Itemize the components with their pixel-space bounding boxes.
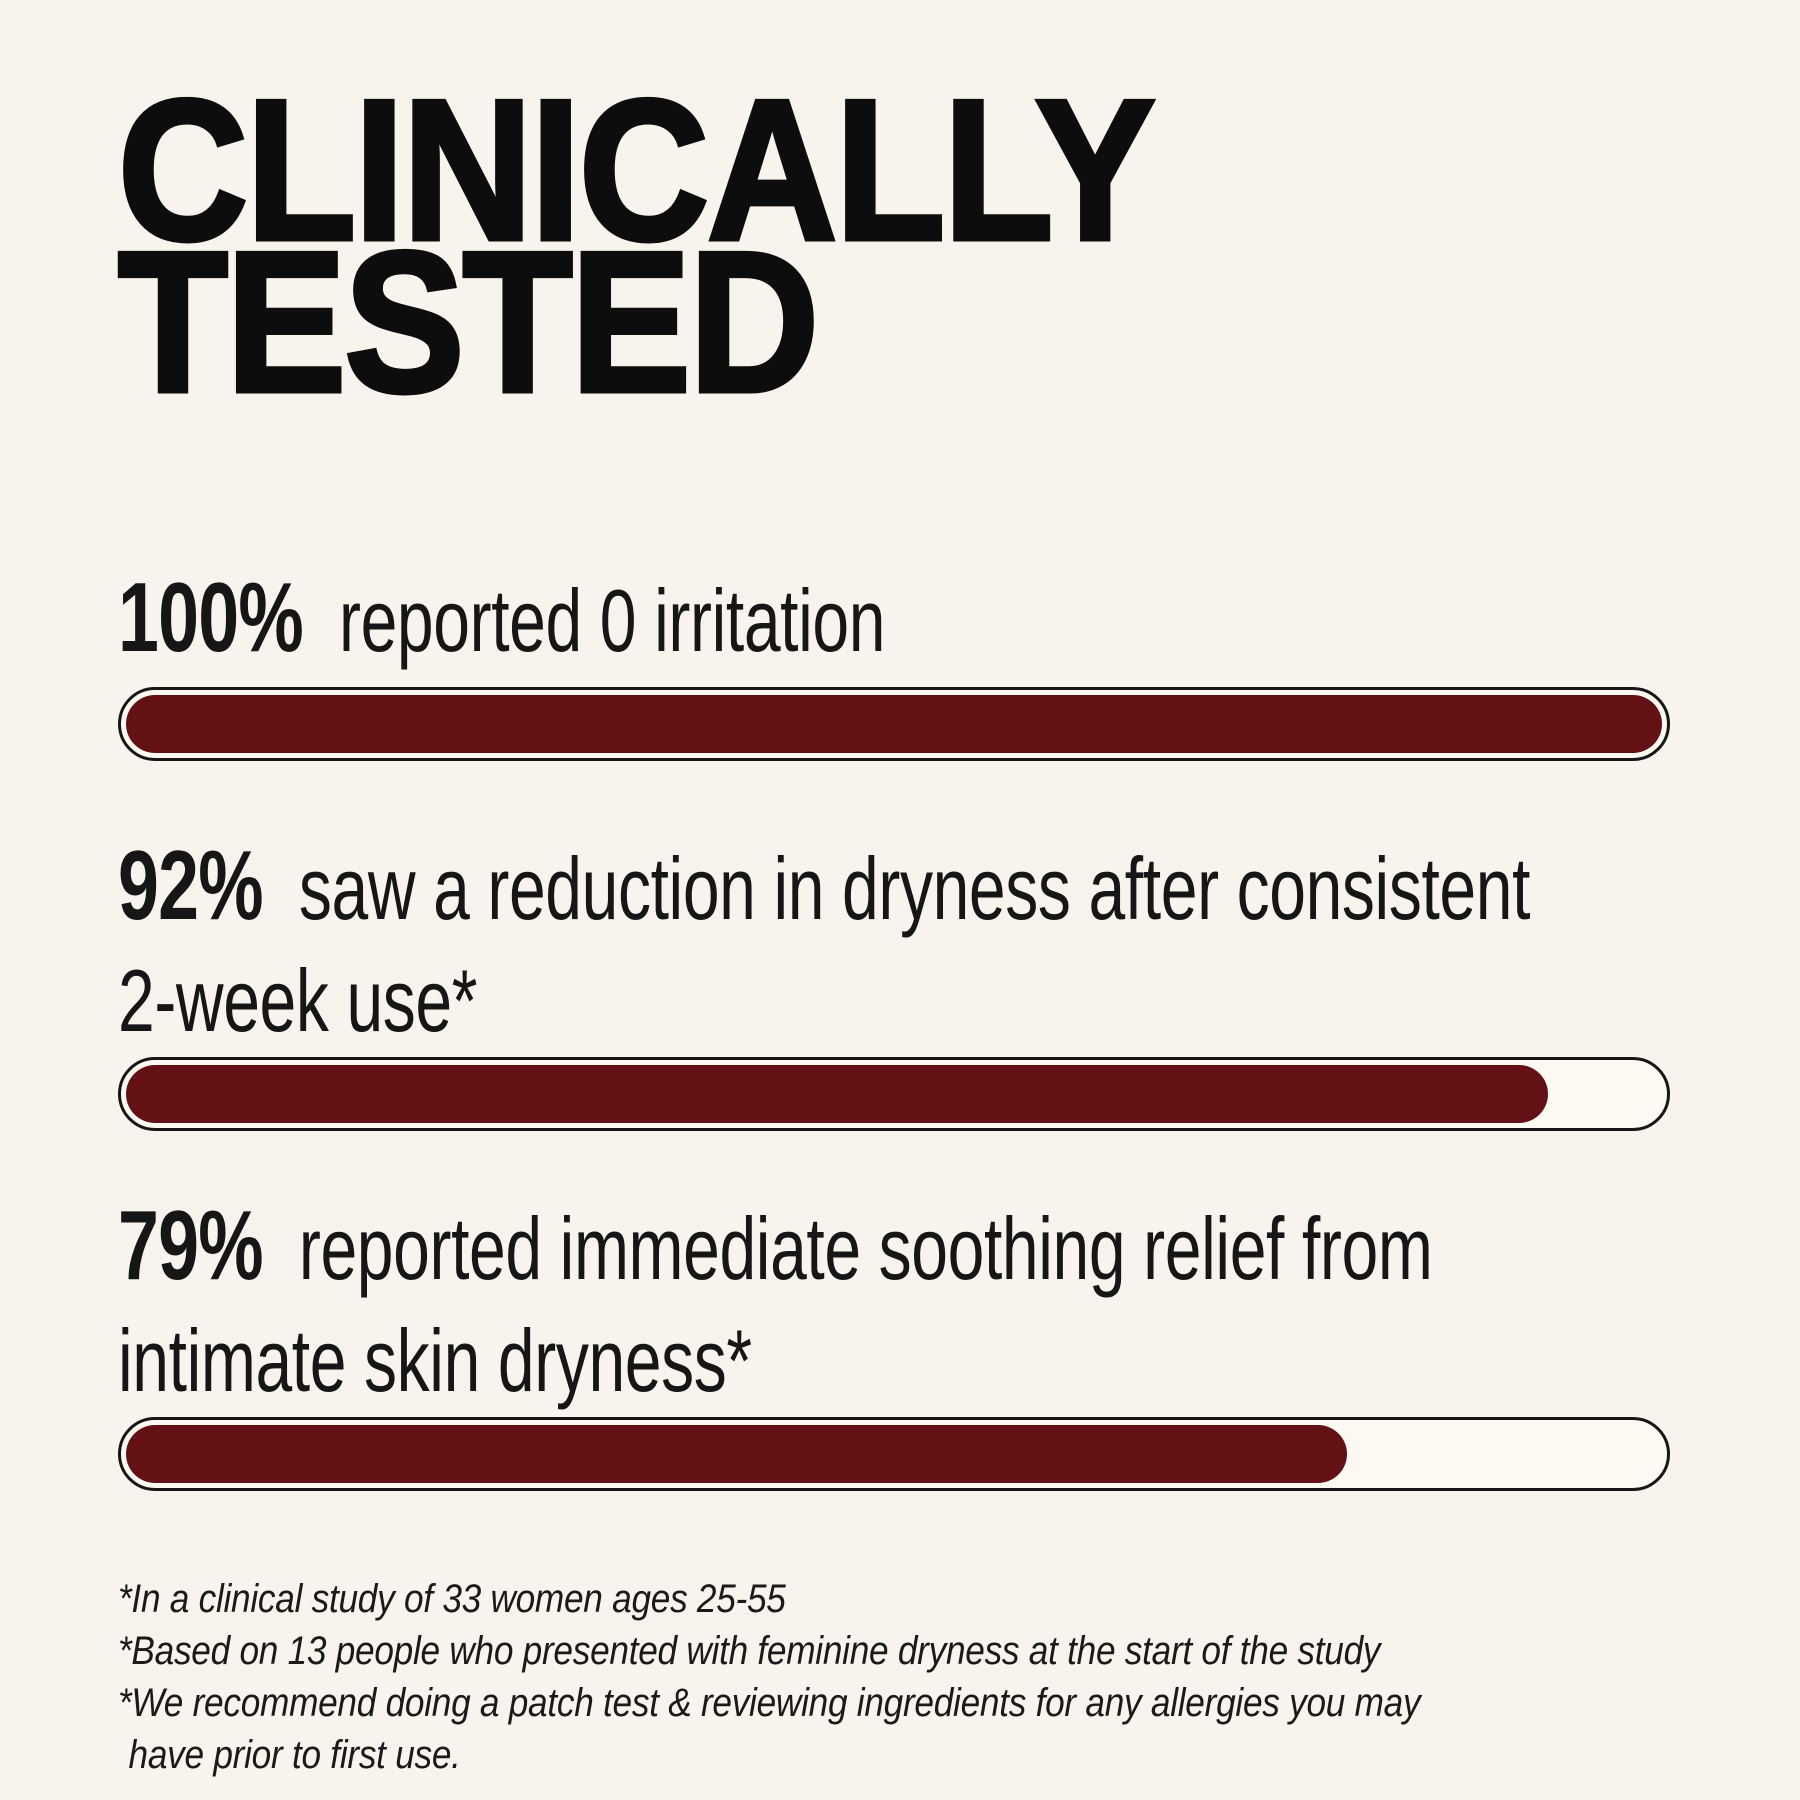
stat-description: saw a reduction in dryness after consist… [298, 839, 1531, 938]
bar-fill [126, 1425, 1348, 1483]
footnote: have prior to first use. [128, 1733, 461, 1777]
stat-soothing-relief-label: 79% reported immediate soothing relief fr… [118, 1189, 1433, 1417]
progress-bar-track [118, 1057, 1670, 1131]
progress-bar-track [118, 687, 1670, 761]
stat-dryness-reduction-label: 92% saw a reduction in dryness after cons… [118, 829, 1530, 1057]
stat-line: 2-week use* [118, 951, 478, 1050]
bar-fill [126, 695, 1662, 753]
stat-value: 92% [118, 830, 264, 940]
stat-description: reported 0 irritation [338, 571, 886, 670]
stat-value: 100% [118, 562, 304, 672]
footnote: *In a clinical study of 33 women ages 25… [118, 1577, 786, 1621]
stat-line: intimate skin dryness* [118, 1311, 752, 1410]
footnote: *We recommend doing a patch test & revie… [118, 1681, 1421, 1725]
stat-irritation: 100% reported 0 irritation [118, 561, 1670, 761]
bar-fill [126, 1065, 1549, 1123]
stat-dryness-reduction: 92% saw a reduction in dryness after cons… [118, 829, 1670, 1131]
footnote: *Based on 13 people who presented with f… [118, 1629, 1381, 1673]
footnotes: *In a clinical study of 33 women ages 25… [118, 1573, 1484, 1781]
stat-line: 100% reported 0 irritation [118, 561, 1282, 677]
stat-irritation-label: 100% reported 0 irritation [118, 561, 1282, 677]
stat-description: reported immediate soothing relief from [298, 1199, 1433, 1298]
stat-line: 92% saw a reduction in dryness after cons… [118, 829, 1530, 945]
title-line-2: TESTED [116, 211, 822, 434]
title-line-1: CLINICALLY [116, 59, 1158, 282]
page-title: CLINICALLY TESTED [116, 59, 1670, 434]
progress-bar-track [118, 1417, 1670, 1491]
stat-soothing-relief: 79% reported immediate soothing relief fr… [118, 1189, 1670, 1491]
stat-line: 79% reported immediate soothing relief fr… [118, 1189, 1433, 1305]
stat-value: 79% [118, 1190, 264, 1300]
